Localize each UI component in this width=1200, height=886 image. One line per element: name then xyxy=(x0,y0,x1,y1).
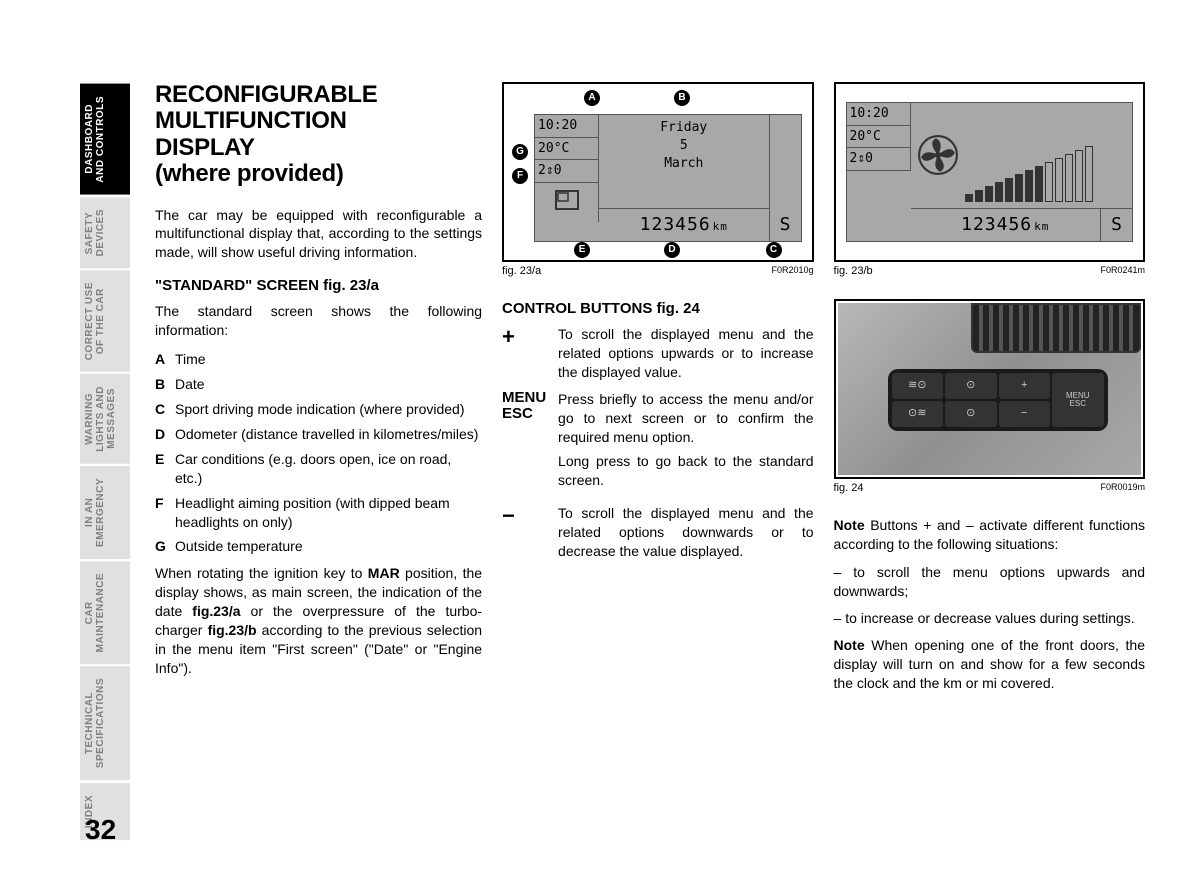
marker-a: A xyxy=(584,90,600,106)
lamp-icon: ⊙ xyxy=(945,373,997,399)
tab-warning: WARNINGLIGHTS ANDMESSAGES xyxy=(80,372,130,464)
mar-paragraph: When rotating the ignition key to MAR po… xyxy=(155,564,482,677)
def-d: DOdometer (distance travelled in kilomet… xyxy=(155,425,482,444)
fog-front-icon: ≋⊙ xyxy=(892,373,944,399)
figure-24: ≋⊙ ⊙ + MENUESC ⊙≋ ⊙ − xyxy=(834,299,1145,479)
plus-button-icon: + xyxy=(999,373,1051,399)
fig23a-caption: fig. 23/a F0R2010g xyxy=(502,264,813,279)
disp-temp: 20°C xyxy=(535,138,599,161)
def-f: FHeadlight aiming position (with dipped … xyxy=(155,494,482,532)
fig23b-caption: fig. 23/b F0R0241m xyxy=(834,264,1145,279)
marker-f: F xyxy=(512,168,528,184)
marker-b: B xyxy=(674,90,690,106)
column-3: 10:20 20°C 2⇕0 xyxy=(834,82,1145,846)
figure-23b: 10:20 20°C 2⇕0 xyxy=(834,82,1145,262)
button-panel: ≋⊙ ⊙ + MENUESC ⊙≋ ⊙ − xyxy=(888,369,1108,431)
tab-maintenance: CARMAINTENANCE xyxy=(80,559,130,664)
disp-mode: S xyxy=(769,115,801,241)
section-tabs: DASHBOARDAND CONTROLS SAFETYDEVICES CORR… xyxy=(80,82,130,840)
intro-text: The car may be equipped with reconfigura… xyxy=(155,206,482,263)
tab-technical: TECHNICALSPECIFICATIONS xyxy=(80,664,130,780)
tab-safety: SAFETYDEVICES xyxy=(80,195,130,268)
tab-correct-use: CORRECT USEOF THE CAR xyxy=(80,268,130,372)
menu-esc-button-icon: MENUESC xyxy=(1052,373,1104,427)
def-e: ECar conditions (e.g. doors open, ice on… xyxy=(155,450,482,488)
minus-button-icon: − xyxy=(999,401,1051,427)
fan-icon xyxy=(917,134,959,176)
disp-time-b: 10:20 xyxy=(847,103,911,126)
door-icon xyxy=(535,183,599,223)
page-title: RECONFIGURABLE MULTIFUNCTION DISPLAY (wh… xyxy=(155,82,482,188)
def-b: BDate xyxy=(155,375,482,394)
figure-23a: 10:20 20°C 2⇕0 Friday5March 123456km S xyxy=(502,82,813,262)
display-23b: 10:20 20°C 2⇕0 xyxy=(846,102,1133,242)
ctrl-minus: − To scroll the displayed menu and the r… xyxy=(502,504,813,561)
tab-emergency: IN ANEMERGENCY xyxy=(80,464,130,559)
air-vent xyxy=(971,303,1141,353)
note-1: Note Buttons + and – activate different … xyxy=(834,516,1145,554)
disp-mode-b: S xyxy=(1100,209,1132,241)
column-2: 10:20 20°C 2⇕0 Friday5March 123456km S xyxy=(502,82,813,846)
def-g: GOutside temperature xyxy=(155,537,482,556)
fig24-caption: fig. 24 F0R0019m xyxy=(834,481,1145,496)
def-a: ATime xyxy=(155,350,482,369)
disp-temp-b: 20°C xyxy=(847,126,911,149)
standard-screen-intro: The standard screen shows the following … xyxy=(155,302,482,340)
ctrl-menu: MENUESC Press briefly to access the menu… xyxy=(502,390,813,496)
disp-odometer-b: 123456km xyxy=(911,209,1100,241)
disp-date: Friday5March xyxy=(599,115,768,208)
disp-headlight-b: 2⇕0 xyxy=(847,148,911,171)
marker-c: C xyxy=(766,242,782,258)
page-number: 32 xyxy=(85,814,116,846)
control-buttons-heading: CONTROL BUTTONS fig. 24 xyxy=(502,299,813,319)
lamp-off-icon: ⊙ xyxy=(945,401,997,427)
display-23a: 10:20 20°C 2⇕0 Friday5March 123456km S xyxy=(534,114,801,242)
def-c: CSport driving mode indication (where pr… xyxy=(155,400,482,419)
boost-bars xyxy=(965,146,1126,202)
note-dash-1: – to scroll the menu options upwards and… xyxy=(834,563,1145,601)
column-1: RECONFIGURABLE MULTIFUNCTION DISPLAY (wh… xyxy=(155,82,482,846)
tab-dashboard: DASHBOARDAND CONTROLS xyxy=(80,82,130,195)
note-dash-2: – to increase or decrease values during … xyxy=(834,609,1145,628)
marker-g: G xyxy=(512,144,528,160)
fog-rear-icon: ⊙≋ xyxy=(892,401,944,427)
disp-headlight: 2⇕0 xyxy=(535,160,599,183)
note-2: Note When opening one of the front doors… xyxy=(834,636,1145,693)
ctrl-plus: + To scroll the displayed menu and the r… xyxy=(502,325,813,382)
standard-screen-heading: "STANDARD" SCREEN fig. 23/a xyxy=(155,276,482,296)
disp-time: 10:20 xyxy=(535,115,599,138)
page-content: RECONFIGURABLE MULTIFUNCTION DISPLAY (wh… xyxy=(155,82,1145,846)
marker-e: E xyxy=(574,242,590,258)
marker-d: D xyxy=(664,242,680,258)
disp-odometer: 123456km xyxy=(599,208,768,241)
